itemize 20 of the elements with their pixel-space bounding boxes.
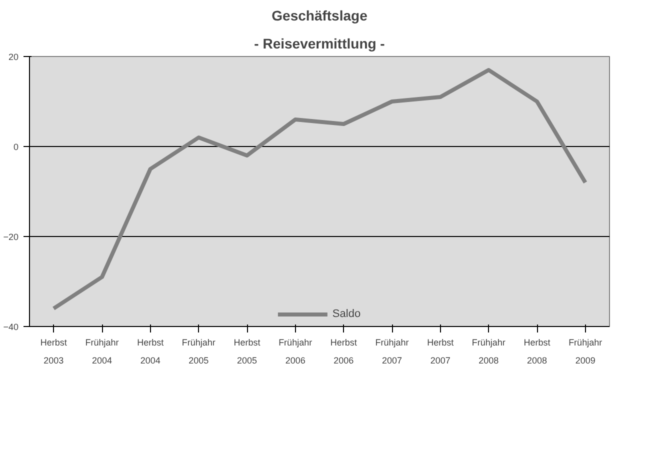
category-label: Herbst 2007 — [427, 338, 454, 366]
legend-label: Saldo — [332, 308, 361, 320]
category-label: Frühjahr 2004 — [85, 338, 119, 366]
y-tick-label: 20 — [8, 52, 19, 62]
chart-subtitle: - Reisevermittlung - — [254, 36, 386, 52]
chart-title: Geschäftslage — [272, 8, 368, 24]
category-label: Frühjahr 2009 — [568, 338, 602, 366]
y-tick-label: −20 — [3, 232, 19, 242]
y-tick-label: 0 — [13, 142, 19, 152]
category-label: Herbst 2008 — [524, 338, 550, 366]
category-label: Frühjahr 2005 — [182, 338, 216, 366]
line-series — [52, 68, 588, 310]
y-tick-label: −40 — [3, 322, 19, 332]
category-label: Frühjahr 2007 — [375, 338, 409, 366]
category-label: Herbst 2006 — [330, 338, 357, 366]
category-label: Herbst 2003 — [40, 338, 67, 366]
category-label: Frühjahr 2006 — [278, 338, 312, 366]
category-label: Herbst 2005 — [234, 338, 260, 366]
category-label: Frühjahr 2008 — [472, 338, 506, 366]
category-label: Herbst 2004 — [137, 338, 164, 366]
